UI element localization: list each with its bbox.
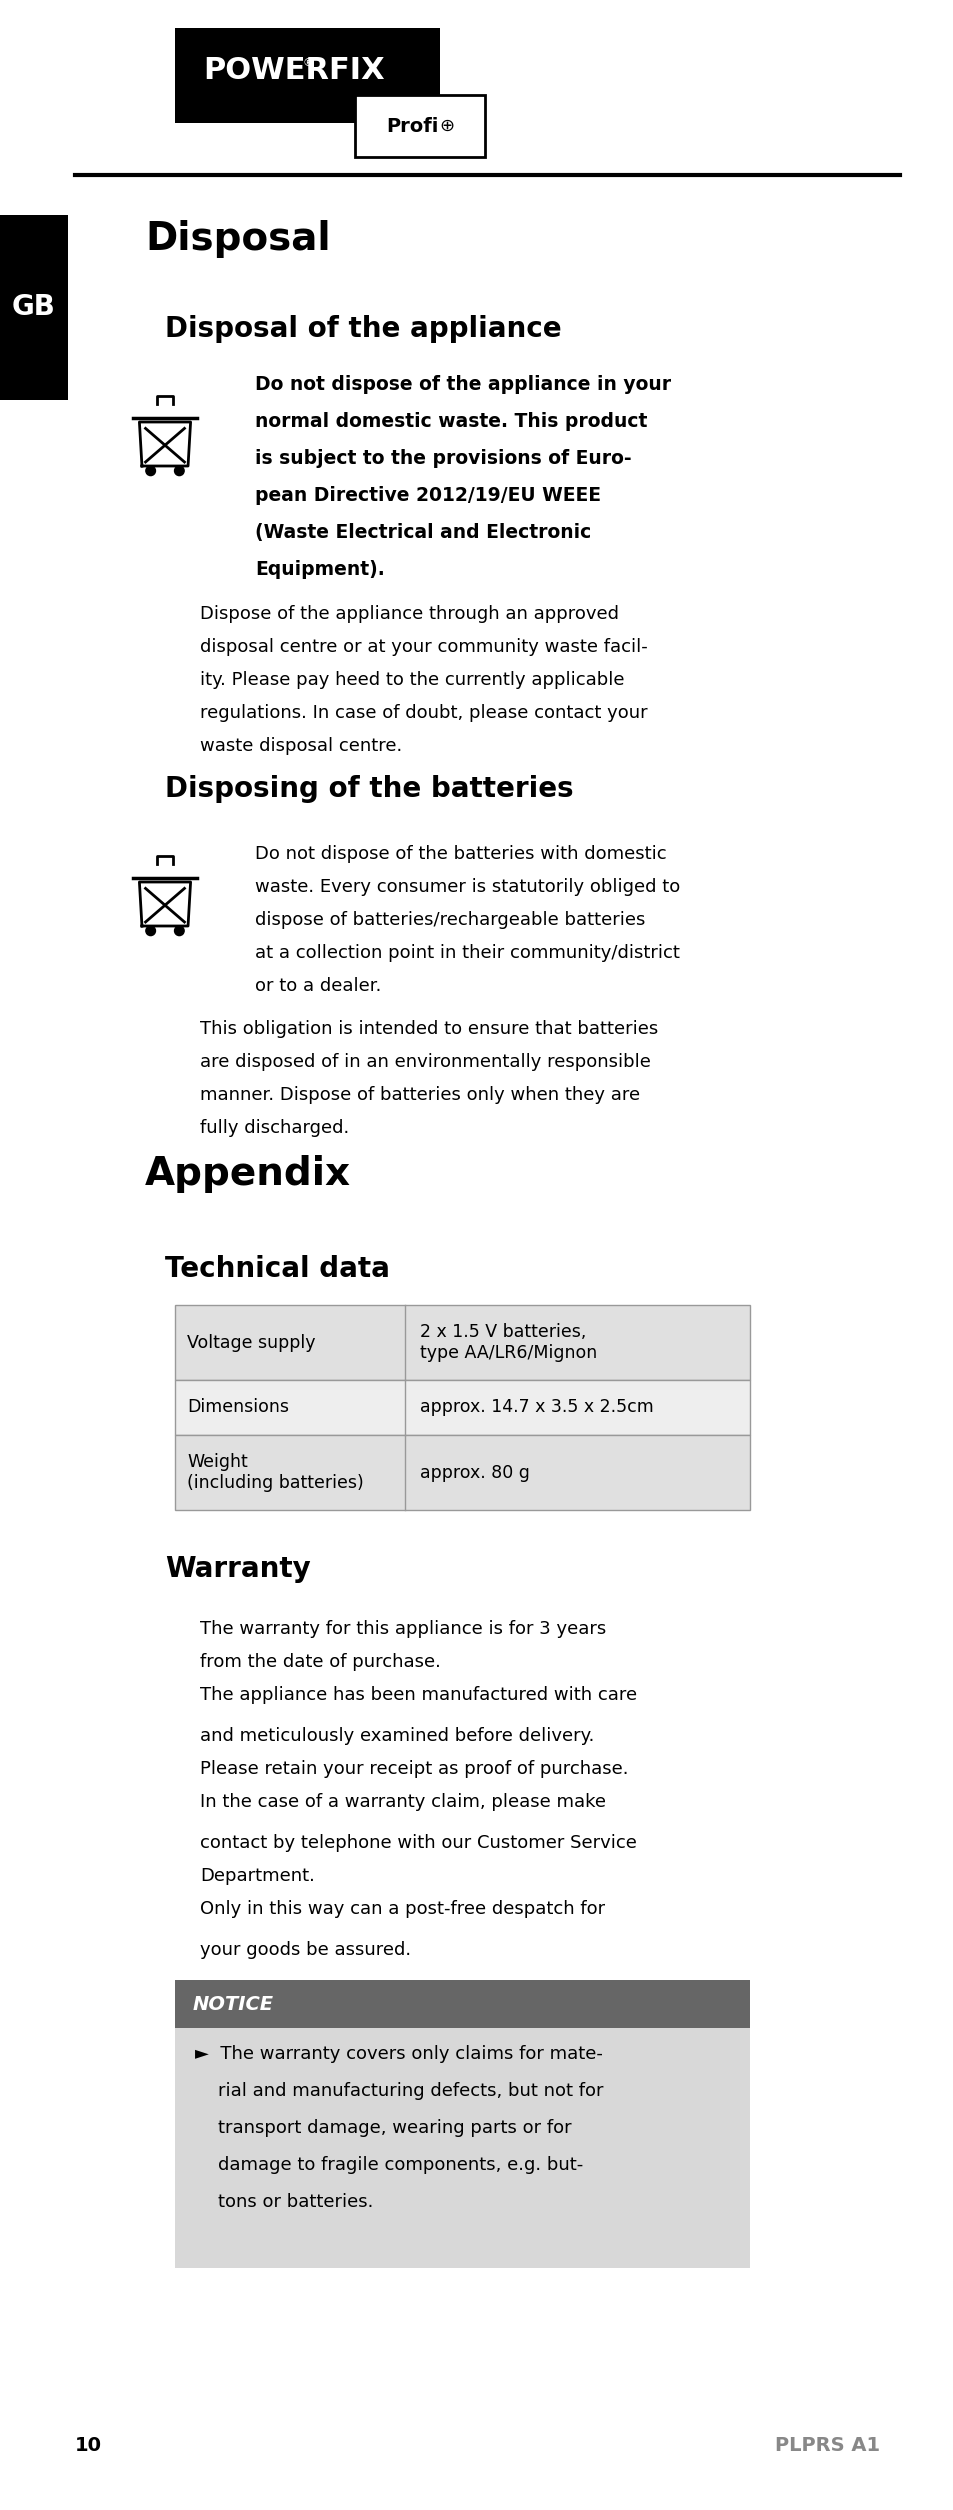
Text: 10: 10 (75, 2437, 102, 2455)
Text: is subject to the provisions of Euro-: is subject to the provisions of Euro- (254, 449, 631, 467)
Text: damage to fragile components, e.g. but-: damage to fragile components, e.g. but- (194, 2156, 582, 2174)
Text: contact by telephone with our Customer Service: contact by telephone with our Customer S… (200, 1835, 637, 1852)
Text: regulations. In case of doubt, please contact your: regulations. In case of doubt, please co… (200, 703, 647, 723)
Text: NOTICE: NOTICE (193, 1995, 274, 2013)
Bar (174, 1436, 749, 1511)
Bar (174, 1980, 749, 2028)
Polygon shape (139, 422, 191, 467)
Text: normal domestic waste. This product: normal domestic waste. This product (254, 412, 647, 432)
Text: This obligation is intended to ensure that batteries: This obligation is intended to ensure th… (200, 1019, 658, 1039)
Text: Do not dispose of the batteries with domestic: Do not dispose of the batteries with dom… (254, 846, 666, 863)
Circle shape (174, 467, 184, 474)
Text: Dimensions: Dimensions (187, 1398, 289, 1416)
Text: Department.: Department. (200, 1867, 314, 1885)
Text: Dispose of the appliance through an approved: Dispose of the appliance through an appr… (200, 605, 618, 622)
Text: Only in this way can a post-free despatch for: Only in this way can a post-free despatc… (200, 1900, 604, 1918)
Text: are disposed of in an environmentally responsible: are disposed of in an environmentally re… (200, 1054, 650, 1072)
Text: Appendix: Appendix (145, 1155, 351, 1192)
Text: manner. Dispose of batteries only when they are: manner. Dispose of batteries only when t… (200, 1087, 639, 1104)
Text: fully discharged.: fully discharged. (200, 1119, 349, 1137)
Polygon shape (139, 881, 191, 926)
Text: POWERFIX: POWERFIX (203, 55, 385, 85)
Text: transport damage, wearing parts or for: transport damage, wearing parts or for (194, 2118, 571, 2136)
Text: or to a dealer.: or to a dealer. (254, 976, 381, 994)
Text: Equipment).: Equipment). (254, 560, 384, 580)
Text: Do not dispose of the appliance in your: Do not dispose of the appliance in your (254, 374, 670, 394)
Circle shape (174, 926, 184, 936)
Text: ®: ® (302, 58, 313, 68)
Text: Disposing of the batteries: Disposing of the batteries (165, 776, 573, 803)
Text: ⊕: ⊕ (439, 118, 455, 136)
Text: GB: GB (12, 294, 56, 321)
Text: The warranty for this appliance is for 3 years: The warranty for this appliance is for 3… (200, 1619, 605, 1639)
Bar (0, 216, 68, 399)
Bar (174, 1380, 749, 1436)
Text: ity. Please pay heed to the currently applicable: ity. Please pay heed to the currently ap… (200, 670, 624, 690)
Text: rial and manufacturing defects, but not for: rial and manufacturing defects, but not … (194, 2081, 603, 2101)
Text: from the date of purchase.: from the date of purchase. (200, 1654, 440, 1672)
Text: approx. 80 g: approx. 80 g (419, 1463, 529, 1481)
Text: Warranty: Warranty (165, 1556, 311, 1584)
Bar (174, 28, 439, 123)
Text: tons or batteries.: tons or batteries. (194, 2194, 373, 2211)
Text: (Waste Electrical and Electronic: (Waste Electrical and Electronic (254, 522, 591, 542)
Text: Technical data: Technical data (165, 1255, 390, 1283)
Text: approx. 14.7 x 3.5 x 2.5cm: approx. 14.7 x 3.5 x 2.5cm (419, 1398, 653, 1416)
Text: waste. Every consumer is statutorily obliged to: waste. Every consumer is statutorily obl… (254, 878, 679, 896)
Text: 2 x 1.5 V batteries,
type AA/LR6/Mignon: 2 x 1.5 V batteries, type AA/LR6/Mignon (419, 1323, 597, 1363)
Text: Profi: Profi (386, 115, 438, 136)
Text: waste disposal centre.: waste disposal centre. (200, 738, 402, 756)
Text: The appliance has been manufactured with care: The appliance has been manufactured with… (200, 1687, 637, 1704)
Text: at a collection point in their community/district: at a collection point in their community… (254, 944, 679, 961)
Bar (355, 95, 484, 158)
Circle shape (146, 467, 155, 474)
Text: your goods be assured.: your goods be assured. (200, 1940, 411, 1958)
Bar (174, 1305, 749, 1380)
Text: In the case of a warranty claim, please make: In the case of a warranty claim, please … (200, 1792, 605, 1812)
Text: Please retain your receipt as proof of purchase.: Please retain your receipt as proof of p… (200, 1760, 628, 1777)
Circle shape (146, 926, 155, 936)
Text: Voltage supply: Voltage supply (187, 1333, 315, 1350)
Text: dispose of batteries/rechargeable batteries: dispose of batteries/rechargeable batter… (254, 911, 644, 929)
Text: disposal centre or at your community waste facil-: disposal centre or at your community was… (200, 638, 647, 655)
Text: Disposal: Disposal (145, 221, 331, 259)
Text: Weight
(including batteries): Weight (including batteries) (187, 1453, 363, 1491)
Text: ►  The warranty covers only claims for mate-: ► The warranty covers only claims for ma… (194, 2046, 602, 2063)
Bar (174, 2028, 749, 2269)
Text: PLPRS A1: PLPRS A1 (774, 2437, 879, 2455)
Text: Disposal of the appliance: Disposal of the appliance (165, 314, 561, 344)
Text: and meticulously examined before delivery.: and meticulously examined before deliver… (200, 1727, 594, 1744)
Text: pean Directive 2012/19/EU WEEE: pean Directive 2012/19/EU WEEE (254, 487, 600, 505)
